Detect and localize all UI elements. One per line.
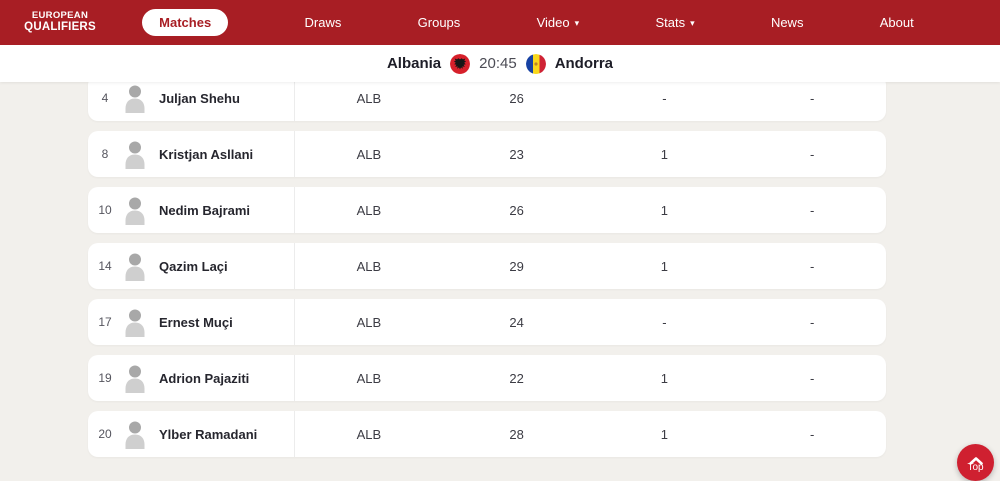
team-cell: ALB: [356, 426, 382, 442]
stat2-cell: 1: [660, 146, 668, 162]
player-name: Qazim Laçi: [159, 258, 228, 274]
team-cell: ALB: [356, 370, 382, 386]
player-avatar-icon: [122, 195, 148, 225]
player-name: Juljan Shehu: [159, 90, 240, 106]
player-avatar-icon: [122, 139, 148, 169]
player-number: 10: [98, 203, 112, 217]
player-name: Nedim Bajrami: [159, 202, 251, 218]
stat1-cell: 23: [509, 146, 524, 162]
stat1-cell: 22: [509, 370, 524, 386]
european-qualifiers-logo[interactable]: EUROPEAN QUALIFIERS: [16, 10, 104, 34]
nav-item-news[interactable]: News: [770, 15, 804, 30]
back-to-top-label: Top: [967, 461, 984, 473]
stat1-cell: 24: [509, 314, 524, 330]
player-number: 20: [98, 427, 112, 441]
nav-item-about[interactable]: About: [879, 15, 914, 30]
player-cell: 8 Kristjan Asllani: [88, 131, 295, 177]
player-number: 4: [101, 91, 109, 105]
stat2-cell: -: [662, 314, 667, 330]
stat2-cell: -: [662, 90, 667, 106]
player-number: 17: [98, 315, 112, 329]
stat3-cell: -: [809, 202, 815, 218]
andorra-flag-icon: [525, 53, 546, 74]
stat1-cell: 26: [509, 90, 524, 106]
nav-item-video[interactable]: Video ▾: [536, 15, 580, 30]
stat3-cell: -: [809, 146, 815, 162]
table-row[interactable]: 14 Qazim Laçi ALB 29 1 -: [88, 243, 886, 289]
table-row[interactable]: 17 Ernest Muçi ALB 24 - -: [88, 299, 886, 345]
team-cell: ALB: [356, 258, 382, 274]
player-cell: 19 Adrion Pajaziti: [88, 355, 295, 401]
nav-item-groups[interactable]: Groups: [417, 15, 461, 30]
team-cell: ALB: [356, 314, 382, 330]
team-cell: ALB: [356, 90, 382, 106]
away-team-name[interactable]: Andorra: [554, 55, 614, 72]
team-cell: ALB: [356, 202, 382, 218]
player-avatar-icon: [122, 363, 148, 393]
stat2-cell: 1: [660, 202, 668, 218]
stat3-cell: -: [809, 90, 815, 106]
page-content: 4 Juljan Shehu ALB 26 - - 8 Kristjan Asl…: [0, 82, 1000, 480]
back-to-top-button[interactable]: Top: [957, 444, 994, 481]
logo-line1: EUROPEAN: [31, 10, 89, 22]
player-number: 14: [98, 259, 112, 273]
home-team-name[interactable]: Albania: [386, 55, 442, 72]
stat2-cell: 1: [660, 370, 668, 386]
player-avatar-icon: [122, 419, 148, 449]
player-avatar-icon: [122, 83, 148, 113]
player-number: 19: [98, 371, 112, 385]
stat1-cell: 29: [509, 258, 524, 274]
chevron-down-icon: ▾: [574, 17, 580, 28]
player-name: Kristjan Asllani: [159, 146, 254, 162]
kickoff-time: 20:45: [479, 55, 517, 72]
player-table: 4 Juljan Shehu ALB 26 - - 8 Kristjan Asl…: [88, 82, 886, 457]
player-number: 8: [101, 147, 109, 161]
table-row[interactable]: 4 Juljan Shehu ALB 26 - -: [88, 82, 886, 121]
stat1-cell: 26: [509, 202, 524, 218]
table-row[interactable]: 20 Ylber Ramadani ALB 28 1 -: [88, 411, 886, 457]
stat3-cell: -: [809, 370, 815, 386]
albania-flag-icon: [450, 53, 471, 74]
stat2-cell: 1: [660, 258, 668, 274]
stat3-cell: -: [809, 426, 815, 442]
logo-line2: QUALIFIERS: [24, 21, 96, 34]
player-cell: 10 Nedim Bajrami: [88, 187, 295, 233]
player-name: Adrion Pajaziti: [159, 370, 250, 386]
player-cell: 14 Qazim Laçi: [88, 243, 295, 289]
player-name: Ernest Muçi: [159, 314, 233, 330]
table-row[interactable]: 10 Nedim Bajrami ALB 26 1 -: [88, 187, 886, 233]
table-row[interactable]: 19 Adrion Pajaziti ALB 22 1 -: [88, 355, 886, 401]
nav-items: Matches Draws Groups Video ▾ Stats ▾ New…: [104, 9, 1000, 36]
team-cell: ALB: [356, 146, 382, 162]
table-row[interactable]: 8 Kristjan Asllani ALB 23 1 -: [88, 131, 886, 177]
top-nav: EUROPEAN QUALIFIERS Matches Draws Groups…: [0, 0, 1000, 45]
match-header: Albania 20:45 Andorra: [0, 45, 1000, 82]
stat3-cell: -: [809, 314, 815, 330]
stat3-cell: -: [809, 258, 815, 274]
player-avatar-icon: [122, 251, 148, 281]
nav-item-matches[interactable]: Matches: [142, 9, 229, 36]
stat2-cell: 1: [660, 426, 668, 442]
chevron-up-icon: [968, 453, 984, 465]
nav-item-draws[interactable]: Draws: [304, 15, 342, 30]
player-avatar-icon: [122, 307, 148, 337]
player-name: Ylber Ramadani: [159, 426, 258, 442]
nav-item-stats[interactable]: Stats ▾: [655, 15, 695, 30]
player-cell: 4 Juljan Shehu: [88, 82, 295, 121]
stat1-cell: 28: [509, 426, 524, 442]
player-cell: 20 Ylber Ramadani: [88, 411, 295, 457]
chevron-down-icon: ▾: [690, 17, 695, 28]
player-cell: 17 Ernest Muçi: [88, 299, 295, 345]
